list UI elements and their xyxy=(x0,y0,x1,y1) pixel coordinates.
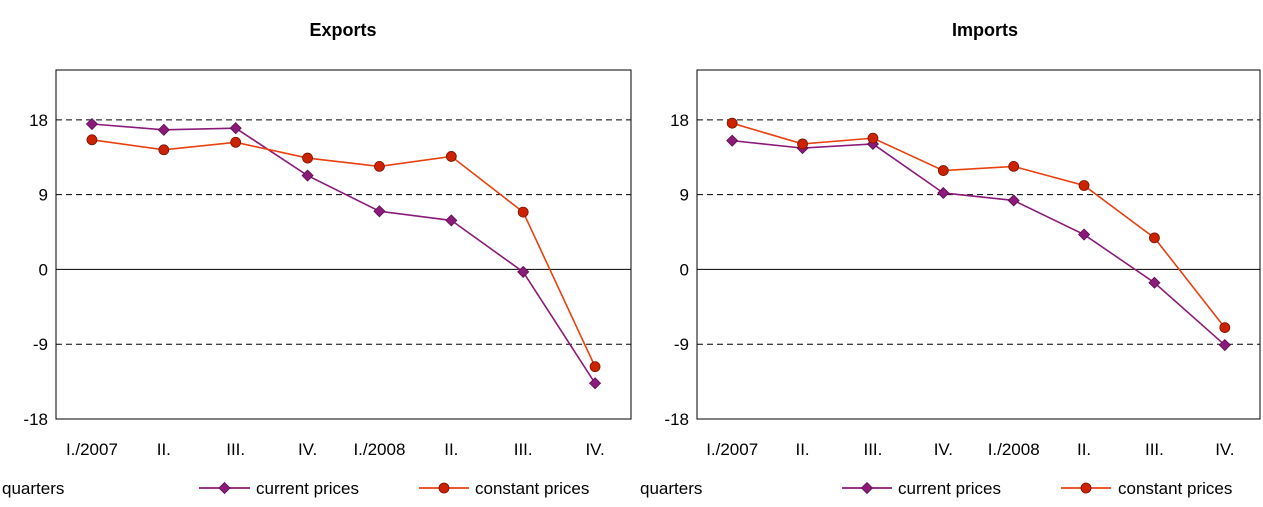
data-point-current-prices xyxy=(1007,194,1020,207)
legend-label: constant prices xyxy=(1118,479,1232,498)
data-point-constant-prices xyxy=(230,136,242,148)
data-point-constant-prices xyxy=(589,361,601,373)
data-point-constant-prices xyxy=(445,151,457,162)
data-point-constant-prices xyxy=(937,165,949,176)
x-tick-label: IV. xyxy=(585,440,604,459)
plot-area-frame xyxy=(55,69,632,420)
chart-title: Exports xyxy=(309,20,376,40)
x-axis-label: quarters xyxy=(640,479,702,498)
data-point-current-prices xyxy=(937,186,950,200)
data-point-current-prices xyxy=(373,205,386,218)
x-tick-label: II. xyxy=(795,440,809,459)
legend-circle-icon xyxy=(1080,482,1092,494)
data-point-current-prices xyxy=(588,377,602,390)
data-point-current-prices xyxy=(517,265,530,278)
series-line-constant-prices xyxy=(731,122,1226,329)
legend-circle-icon xyxy=(438,482,450,494)
y-tick-label: 0 xyxy=(39,260,48,279)
data-point-constant-prices xyxy=(86,134,98,146)
data-point-current-prices xyxy=(1218,338,1231,352)
data-point-constant-prices xyxy=(1078,180,1090,191)
x-tick-label: IV. xyxy=(1215,440,1234,459)
legend-label: constant prices xyxy=(475,479,589,498)
y-tick-label: -18 xyxy=(664,410,689,429)
data-point-constant-prices xyxy=(1149,232,1160,244)
chart-panel-2: Imports 18 9 0 -9 -18 I./2007 II. III. IV. I./2008… xyxy=(640,20,1261,498)
x-tick-label: I./2007 xyxy=(706,440,758,459)
data-point-constant-prices xyxy=(158,144,170,156)
y-tick-label: -9 xyxy=(674,335,689,354)
x-tick-label: I./2007 xyxy=(66,440,118,459)
data-point-current-prices xyxy=(85,117,99,131)
y-tick-label: 18 xyxy=(670,111,689,130)
y-tick-label: 9 xyxy=(39,186,48,205)
y-tick-label: -9 xyxy=(33,335,48,354)
x-tick-label: III. xyxy=(863,440,882,459)
x-axis-label: quarters xyxy=(2,479,64,498)
data-point-current-prices xyxy=(445,214,458,227)
data-point-current-prices xyxy=(1077,228,1091,241)
y-tick-label: 0 xyxy=(680,260,689,279)
legend-label: current prices xyxy=(898,479,1001,498)
chart-title: Imports xyxy=(952,20,1018,40)
x-tick-label: IV. xyxy=(934,440,953,459)
data-point-constant-prices xyxy=(374,160,385,172)
x-tick-label: II. xyxy=(157,440,171,459)
x-tick-label: III. xyxy=(1145,440,1164,459)
data-point-current-prices xyxy=(726,134,739,147)
x-tick-label: II. xyxy=(1077,440,1091,459)
series-line-current-prices xyxy=(91,123,596,384)
series-line-constant-prices xyxy=(91,139,596,367)
x-tick-label: IV. xyxy=(298,440,317,459)
data-point-constant-prices xyxy=(1219,322,1231,333)
chart-panel-1: Exports 18 9 0 -9 -18 I./2007 II. III. IV. I./2008… xyxy=(2,20,632,498)
x-tick-label: II. xyxy=(444,440,458,459)
y-tick-label: 18 xyxy=(29,111,48,130)
data-point-constant-prices xyxy=(867,132,879,144)
data-point-constant-prices xyxy=(302,152,313,164)
legend-diamond-icon xyxy=(860,481,874,495)
x-tick-label: III. xyxy=(514,440,533,459)
plot-area-frame xyxy=(696,69,1261,420)
series-line-current-prices xyxy=(732,139,1226,346)
y-tick-label: 9 xyxy=(680,186,689,205)
data-point-constant-prices xyxy=(726,117,738,129)
data-point-current-prices xyxy=(1148,276,1161,289)
data-point-constant-prices xyxy=(1008,160,1020,172)
x-tick-label: III. xyxy=(226,440,245,459)
data-point-current-prices xyxy=(301,169,314,182)
legend-label: current prices xyxy=(256,479,359,498)
x-tick-label: I./2008 xyxy=(353,440,405,459)
data-point-constant-prices xyxy=(797,138,808,150)
x-tick-label: I./2008 xyxy=(988,440,1040,459)
data-point-current-prices xyxy=(229,122,242,135)
legend-diamond-icon xyxy=(218,481,231,495)
y-tick-label: -18 xyxy=(23,410,48,429)
data-point-constant-prices xyxy=(517,206,529,218)
data-point-current-prices xyxy=(157,123,170,136)
